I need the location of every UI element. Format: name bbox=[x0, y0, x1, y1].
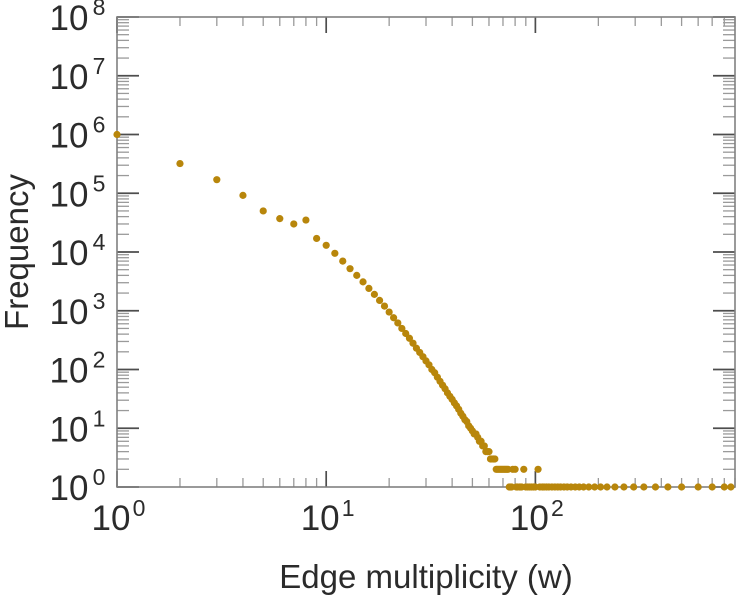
data-point bbox=[239, 191, 247, 199]
y-tick-label: 10 5 bbox=[50, 170, 106, 214]
svg-text:4: 4 bbox=[93, 229, 106, 255]
y-tick-label: 10 0 bbox=[50, 464, 106, 508]
data-point bbox=[213, 176, 221, 184]
svg-text:0: 0 bbox=[93, 464, 106, 490]
data-point bbox=[708, 483, 716, 491]
svg-text:10: 10 bbox=[50, 175, 89, 214]
data-point bbox=[651, 483, 660, 491]
data-point bbox=[313, 234, 321, 243]
svg-text:10: 10 bbox=[50, 410, 89, 449]
data-point bbox=[390, 314, 398, 322]
svg-text:1: 1 bbox=[342, 495, 355, 521]
svg-text:10: 10 bbox=[50, 58, 89, 97]
svg-text:1: 1 bbox=[93, 405, 106, 431]
data-point bbox=[597, 483, 605, 491]
y-tick-label: 10 3 bbox=[50, 288, 106, 332]
svg-text:0: 0 bbox=[133, 495, 146, 521]
data-point bbox=[405, 334, 414, 342]
data-point bbox=[385, 308, 393, 316]
data-point bbox=[603, 483, 611, 491]
svg-text:10: 10 bbox=[92, 499, 131, 538]
data-point bbox=[409, 339, 417, 347]
svg-text:10: 10 bbox=[510, 499, 549, 538]
data-point bbox=[176, 159, 184, 168]
data-point bbox=[375, 296, 384, 304]
data-point bbox=[630, 483, 638, 491]
data-point bbox=[113, 130, 121, 139]
svg-text:2: 2 bbox=[93, 347, 106, 373]
y-tick-label: 10 6 bbox=[50, 112, 106, 156]
svg-text:10: 10 bbox=[50, 117, 89, 156]
x-tick-label-layer: 10 0 10 1 10 2 bbox=[92, 495, 564, 538]
svg-text:10: 10 bbox=[50, 293, 89, 332]
data-point bbox=[720, 483, 728, 491]
svg-text:10: 10 bbox=[50, 234, 89, 273]
data-point-layer bbox=[113, 130, 735, 491]
data-point bbox=[346, 265, 354, 273]
y-tick-label: 10 8 bbox=[50, 0, 106, 38]
data-point bbox=[331, 249, 339, 257]
data-point bbox=[365, 284, 373, 293]
data-point bbox=[339, 257, 347, 265]
data-point bbox=[380, 302, 389, 310]
data-point bbox=[485, 448, 493, 456]
data-point bbox=[579, 483, 588, 491]
data-point bbox=[322, 241, 330, 249]
data-point bbox=[276, 215, 284, 223]
svg-text:10: 10 bbox=[50, 469, 89, 508]
x-tick-label: 10 2 bbox=[510, 495, 564, 538]
data-point bbox=[259, 207, 267, 215]
data-point bbox=[290, 220, 298, 228]
data-point bbox=[302, 216, 310, 224]
y-tick-label: 10 7 bbox=[50, 53, 106, 97]
tick-layer bbox=[116, 16, 736, 488]
data-point bbox=[591, 483, 599, 491]
data-point bbox=[511, 465, 519, 473]
data-point bbox=[664, 483, 672, 491]
y-tick-label: 10 4 bbox=[50, 229, 106, 273]
x-tick-label: 10 1 bbox=[301, 495, 355, 538]
data-point bbox=[491, 455, 499, 463]
x-axis-title: Edge multiplicity (w) bbox=[279, 558, 572, 595]
data-point bbox=[694, 483, 702, 491]
svg-text:2: 2 bbox=[551, 495, 564, 521]
data-point bbox=[611, 483, 619, 491]
svg-text:7: 7 bbox=[93, 53, 106, 79]
svg-text:8: 8 bbox=[93, 0, 106, 20]
data-point bbox=[585, 483, 593, 491]
data-point bbox=[353, 271, 361, 279]
y-tick-label: 10 1 bbox=[50, 405, 106, 449]
plot-frame bbox=[116, 16, 736, 488]
svg-text:10: 10 bbox=[301, 499, 340, 538]
svg-text:10: 10 bbox=[50, 0, 89, 38]
data-point bbox=[370, 290, 378, 298]
data-point bbox=[678, 483, 686, 491]
x-tick-label: 10 0 bbox=[92, 495, 146, 538]
data-point bbox=[480, 442, 488, 450]
svg-text:3: 3 bbox=[93, 288, 106, 314]
svg-text:10: 10 bbox=[50, 352, 89, 391]
svg-text:5: 5 bbox=[93, 170, 106, 196]
y-axis-title: Frequency bbox=[0, 174, 35, 330]
data-point bbox=[727, 483, 735, 491]
data-point bbox=[520, 465, 528, 473]
data-point bbox=[398, 324, 406, 333]
y-tick-label: 10 2 bbox=[50, 347, 106, 391]
data-point bbox=[640, 483, 648, 491]
data-point bbox=[534, 465, 542, 473]
svg-text:6: 6 bbox=[93, 112, 106, 138]
data-point bbox=[394, 319, 402, 327]
data-point bbox=[620, 483, 628, 491]
data-point bbox=[359, 278, 367, 286]
